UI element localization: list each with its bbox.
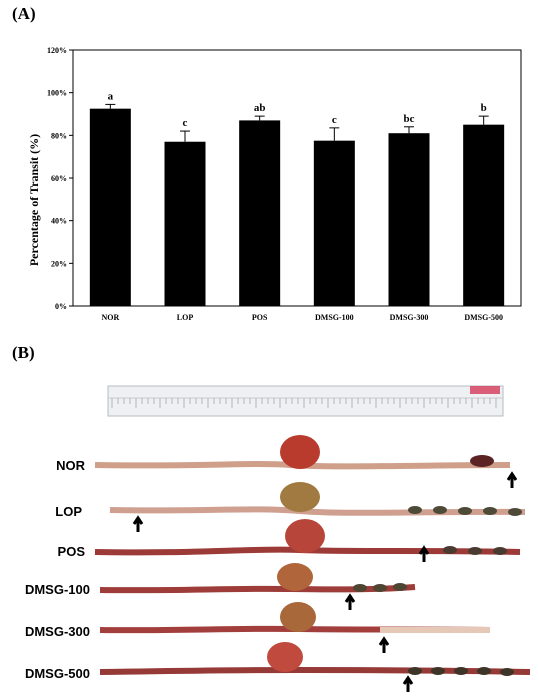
transit-bar-chart: 0% 20% 40% 60% 80% 100% 120% a NOR c LOP ab POS c DMS… <box>27 46 522 322</box>
photo-row-label: DMSG-100 <box>25 582 90 597</box>
y-tick-label: 100% <box>47 89 67 98</box>
y-tick-label: 120% <box>47 46 67 55</box>
significance-label: c <box>183 117 188 129</box>
significance-label: c <box>332 114 337 126</box>
y-axis-label: Percentage of Transit (%) <box>27 134 41 266</box>
intestine-row-dmsg-300 <box>99 602 491 653</box>
bar-pos <box>239 120 281 307</box>
y-tick-label: 60% <box>51 174 67 183</box>
x-tick-label: DMSG-100 <box>315 313 354 322</box>
x-tick-label: LOP <box>177 313 194 322</box>
photo-row-label: DMSG-500 <box>25 666 90 681</box>
chart-axes: 0% 20% 40% 60% 80% 100% 120% <box>47 46 522 311</box>
intestine-row-dmsg-100 <box>99 563 416 610</box>
y-tick-label: 20% <box>51 259 67 268</box>
panel-b-label: (B) <box>12 343 35 362</box>
intestine-row-dmsg-500 <box>99 642 531 692</box>
significance-label: b <box>481 102 487 114</box>
intestine-row-lop <box>109 482 526 532</box>
x-tick-label: NOR <box>101 313 119 322</box>
bar-dmsg-100 <box>313 140 355 306</box>
ruler-image <box>107 385 504 417</box>
intestine-photo: NOR LOP POS DMSG-100 DMSG-300 DMSG-500 <box>25 385 531 692</box>
y-tick-label: 0% <box>55 302 67 311</box>
significance-label: bc <box>404 113 415 125</box>
x-tick-label: DMSG-300 <box>390 313 429 322</box>
photo-row-label: NOR <box>56 458 86 473</box>
bar-nor <box>89 108 131 307</box>
x-tick-label: DMSG-500 <box>464 313 503 322</box>
bar-dmsg-300 <box>388 133 430 306</box>
photo-row-label: DMSG-300 <box>25 624 90 639</box>
x-tick-label: POS <box>252 313 268 322</box>
y-tick-label: 40% <box>51 217 67 226</box>
plot-frame <box>72 49 522 307</box>
significance-label: a <box>108 90 114 102</box>
chart-bars: a NOR c LOP ab POS c DMSG-100 bc DMSG-300 b DMSG-50… <box>89 90 505 322</box>
photo-row-label: POS <box>58 544 86 559</box>
photo-row-label: LOP <box>55 504 82 519</box>
y-tick-label: 80% <box>51 131 67 140</box>
significance-label: ab <box>254 102 266 114</box>
intestine-row-pos <box>94 519 521 562</box>
bar-dmsg-500 <box>463 124 505 307</box>
bar-lop <box>164 141 206 306</box>
intestine-row-nor <box>94 435 518 488</box>
panel-a-label: (A) <box>12 4 36 23</box>
